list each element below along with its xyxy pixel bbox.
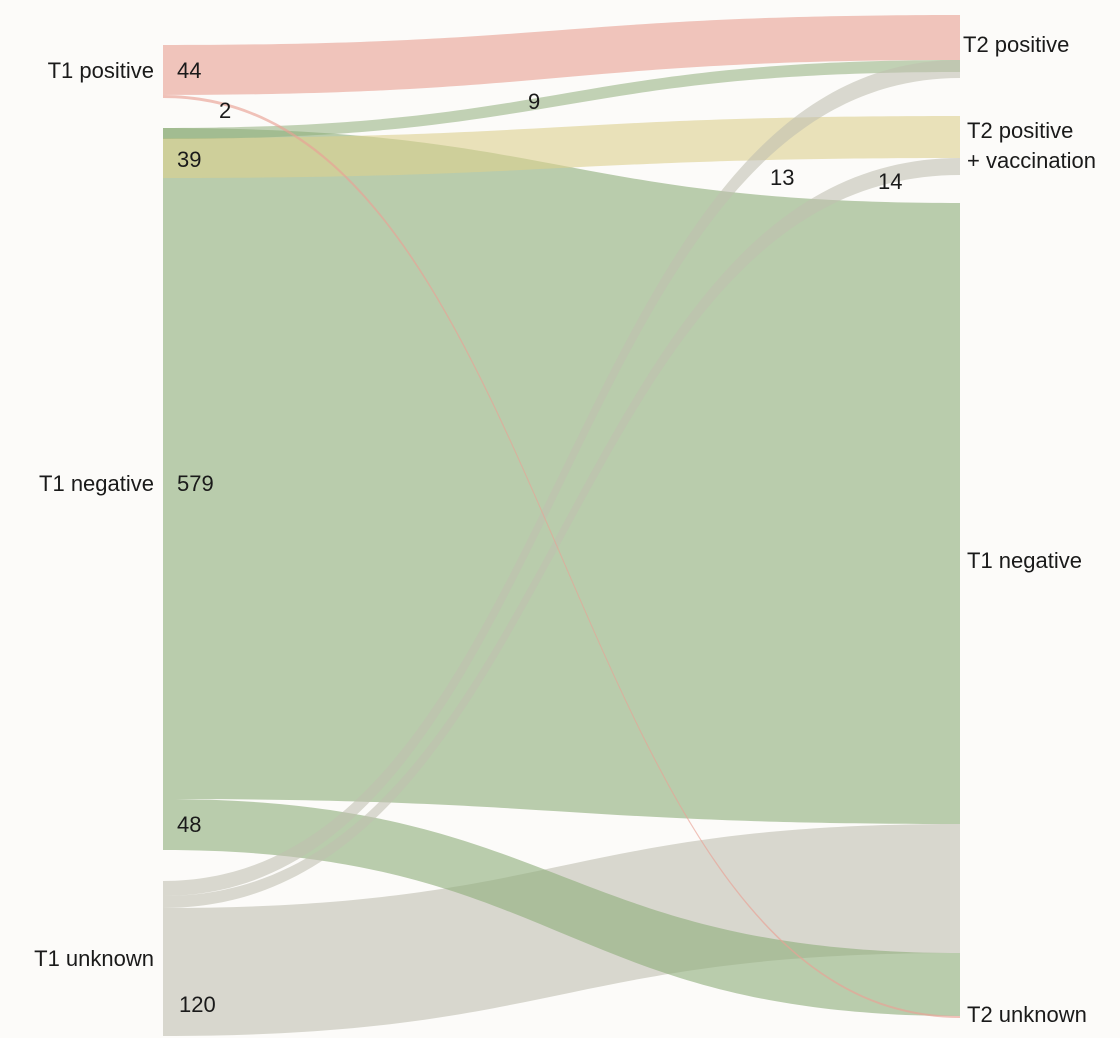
node-label-t2-unknown: T2 unknown — [967, 1002, 1087, 1027]
link-label-9: 9 — [528, 89, 540, 114]
node-label-t1-negative: T1 negative — [39, 471, 154, 496]
sankey-links — [163, 15, 960, 1036]
node-label-t1-positive: T1 positive — [48, 58, 154, 83]
sankey-link-l-unk-to-r-pos — [163, 60, 960, 896]
node-label-t1-unknown: T1 unknown — [34, 946, 154, 971]
sankey-link-l-neg-to-r-pos — [163, 60, 960, 139]
sankey-link-l-neg-to-r-vac — [163, 116, 960, 178]
node-label-right-t1-negative: T1 negative — [967, 548, 1082, 573]
link-label-39: 39 — [177, 147, 201, 172]
sankey-link-l-pos-to-r-pos — [163, 15, 960, 95]
node-label-t2-positive-vaccination-line2: + vaccination — [967, 148, 1096, 173]
link-label-13: 13 — [770, 165, 794, 190]
link-label-48: 48 — [177, 812, 201, 837]
sankey-link-l-neg-to-r-unk — [163, 799, 960, 1016]
sankey-link-l-pos-to-r-unk — [163, 95, 960, 1018]
link-label-579: 579 — [177, 471, 214, 496]
link-label-14: 14 — [878, 169, 902, 194]
link-label-2: 2 — [219, 98, 231, 123]
node-label-t2-positive-vaccination-line1: T2 positive — [967, 118, 1073, 143]
link-label-120: 120 — [179, 992, 216, 1017]
link-label-44: 44 — [177, 58, 201, 83]
node-label-t2-positive: T2 positive — [963, 32, 1069, 57]
sankey-link-l-unk-to-r-vac — [163, 158, 960, 908]
